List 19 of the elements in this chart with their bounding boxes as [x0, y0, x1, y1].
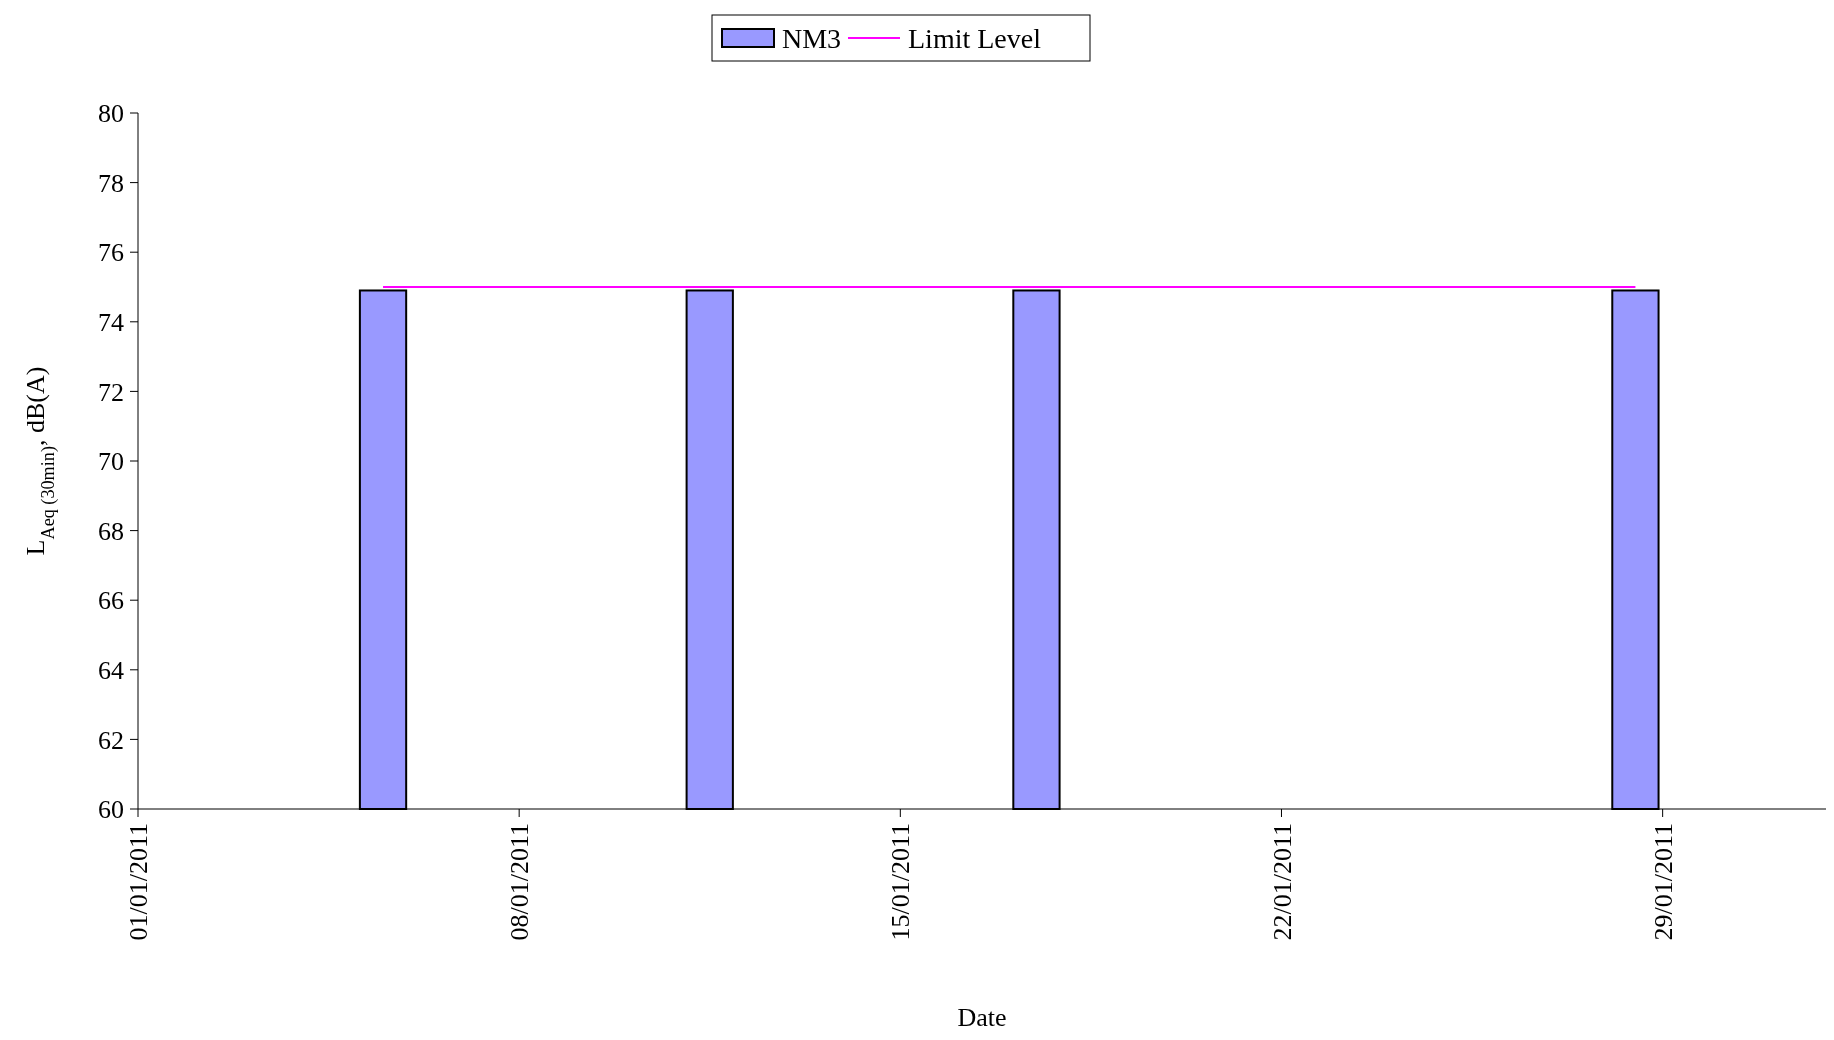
y-tick-label: 72 — [98, 377, 124, 407]
x-tick-label: 29/01/2011 — [1648, 823, 1678, 941]
y-tick-label: 76 — [98, 238, 124, 268]
x-axis-title: Date — [957, 1003, 1007, 1032]
y-tick-label: 60 — [98, 795, 124, 825]
y-tick-label: 74 — [98, 307, 124, 337]
y-tick-label: 78 — [98, 168, 124, 198]
y-tick-label: 64 — [98, 655, 124, 685]
y-tick-label: 70 — [98, 447, 124, 477]
y-tick-label: 62 — [98, 725, 124, 755]
legend-label: Limit Level — [908, 22, 1042, 54]
x-tick-label: 15/01/2011 — [886, 823, 916, 941]
x-tick-label: 08/01/2011 — [505, 823, 535, 941]
x-tick-label: 01/01/2011 — [124, 823, 154, 941]
y-tick-label: 80 — [98, 99, 124, 129]
legend-label: NM3 — [782, 22, 842, 54]
x-tick-label: 22/01/2011 — [1267, 823, 1297, 941]
y-tick-label: 68 — [98, 516, 124, 546]
y-tick-label: 66 — [98, 586, 124, 616]
